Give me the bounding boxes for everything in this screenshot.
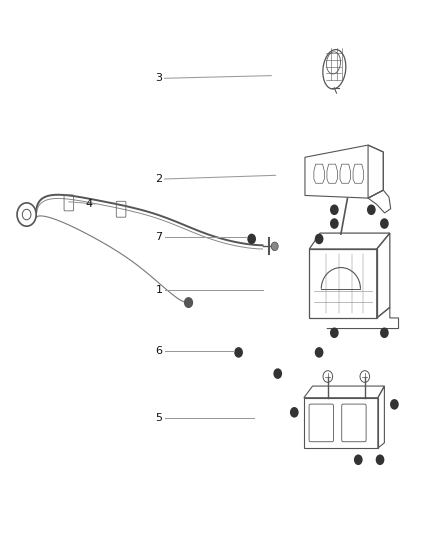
Circle shape xyxy=(315,233,323,244)
Circle shape xyxy=(380,327,389,338)
Circle shape xyxy=(354,455,363,465)
Circle shape xyxy=(330,205,339,215)
Circle shape xyxy=(247,233,256,244)
Text: 3: 3 xyxy=(155,73,162,83)
Text: 5: 5 xyxy=(155,413,162,423)
Circle shape xyxy=(380,218,389,229)
Text: 4: 4 xyxy=(86,199,93,209)
Circle shape xyxy=(376,455,385,465)
Circle shape xyxy=(330,218,339,229)
Circle shape xyxy=(315,347,323,358)
Circle shape xyxy=(234,347,243,358)
Circle shape xyxy=(273,368,282,379)
Text: 6: 6 xyxy=(155,346,162,357)
Text: 1: 1 xyxy=(155,285,162,295)
Circle shape xyxy=(185,298,192,308)
Circle shape xyxy=(367,205,376,215)
Circle shape xyxy=(330,327,339,338)
Circle shape xyxy=(290,407,299,418)
Circle shape xyxy=(271,242,278,251)
Circle shape xyxy=(390,399,399,410)
Text: 7: 7 xyxy=(155,232,162,243)
Text: 2: 2 xyxy=(155,174,162,184)
